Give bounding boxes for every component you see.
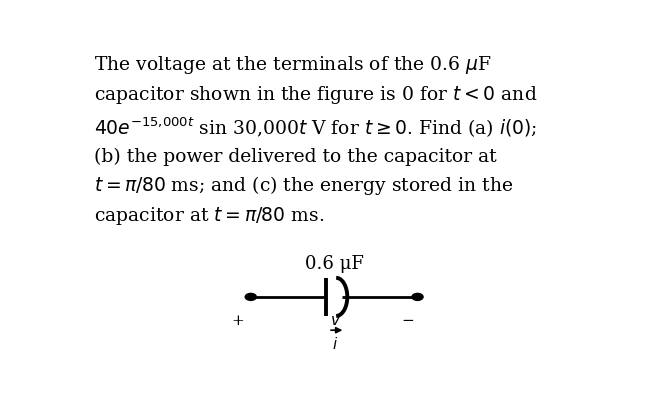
Circle shape (412, 293, 423, 300)
Circle shape (245, 293, 256, 300)
Text: +: + (231, 314, 244, 328)
Text: 0.6 μF: 0.6 μF (304, 255, 364, 273)
Text: −: − (401, 314, 414, 328)
Text: $i$: $i$ (332, 336, 338, 352)
Text: The voltage at the terminals of the 0.6 $\mu$F
capacitor shown in the figure is : The voltage at the terminals of the 0.6 … (94, 54, 537, 227)
Text: $v$: $v$ (329, 314, 341, 328)
